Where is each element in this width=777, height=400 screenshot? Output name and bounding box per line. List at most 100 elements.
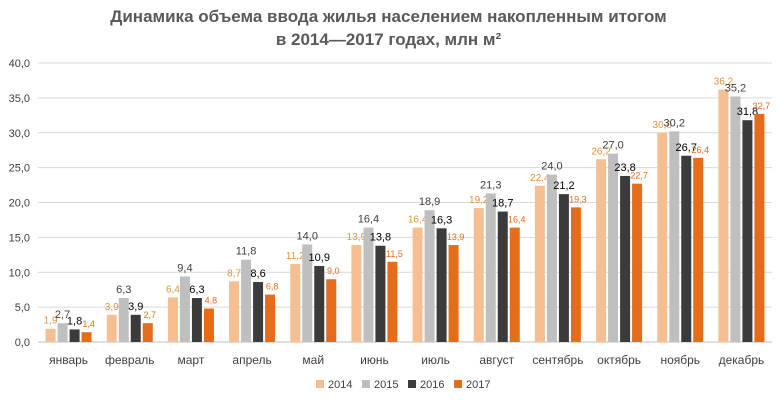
data-label-2016: 21,2 [553,180,574,192]
data-label-2017: 2,7 [143,310,156,320]
legend-label-2017: 2017 [466,379,490,391]
data-label-2015: 6,3 [116,284,131,296]
data-label-2016: 26,7 [676,142,697,154]
data-label-2016: 1,8 [67,315,82,327]
bar-2017 [265,294,276,342]
data-label-2017: 4,8 [205,296,218,306]
chart-subtitle: в 2014—2017 годах, млн м² [275,30,502,49]
data-label-2016: 23,8 [614,162,635,174]
x-tick-label: апрель [232,353,271,367]
data-label-2017: 19,3 [569,194,587,204]
bar-2015 [118,298,129,342]
bar-2016 [436,228,447,342]
data-label-2016: 8,6 [250,268,265,280]
data-label-2015: 30,2 [664,117,685,129]
legend-label-2015: 2015 [374,379,398,391]
data-label-2017: 13,9 [447,232,465,242]
legend-swatch-2016 [408,380,416,388]
bar-2014 [351,245,362,342]
data-label-2014: 1,9 [44,316,58,327]
y-tick-label: 35,0 [9,93,30,105]
bar-2016 [620,175,631,342]
data-label-2014: 30,0 [653,120,673,131]
bar-2015 [363,227,374,342]
bar-2014 [596,159,607,342]
bar-2014 [167,297,178,342]
data-label-2016: 6,3 [189,284,204,296]
bar-2015 [241,259,252,342]
data-label-2015: 35,2 [725,82,746,94]
bar-2015 [424,210,435,342]
bar-2016 [69,329,80,342]
x-tick-label: январь [49,353,88,367]
data-label-2015: 18,9 [419,196,440,208]
data-label-2016: 13,8 [370,232,391,244]
chart-title: Динамика объема ввода жилья населением н… [110,7,667,26]
bar-2015 [485,193,496,342]
bar-2014 [290,263,301,342]
y-tick-label: 40,0 [9,58,30,70]
data-label-2017: 9,0 [327,266,340,276]
data-label-2014: 22,4 [530,173,550,184]
data-label-2014: 36,2 [714,77,734,88]
bar-2017 [142,323,153,342]
data-label-2016: 3,9 [128,301,143,313]
data-label-2016: 18,7 [492,198,513,210]
x-tick-label: февраль [105,353,155,367]
bar-2016 [497,211,508,342]
data-label-2015: 16,4 [358,214,379,226]
bar-2014 [229,281,240,342]
bar-2015 [730,96,741,342]
x-tick-label: декабрь [719,353,765,367]
data-label-2016: 10,9 [309,252,330,264]
data-label-2015: 9,4 [177,262,192,274]
data-label-2014: 3,9 [105,302,119,313]
bar-2014 [473,208,484,342]
data-label-2014: 16,4 [408,215,428,226]
bar-2014 [106,314,117,342]
bar-2017 [448,245,459,342]
y-tick-label: 5,0 [15,302,30,314]
bar-2017 [509,227,520,342]
bar-2016 [681,155,692,342]
bar-2014 [412,227,423,342]
data-label-2015: 14,0 [297,230,318,242]
x-tick-label: июнь [360,353,389,367]
x-tick-label: сентябрь [532,353,583,367]
data-label-2015: 11,8 [236,246,257,258]
bar-2014 [45,328,56,342]
bar-2015 [546,174,557,342]
data-label-2016: 31,8 [737,106,758,118]
bar-2015 [608,153,619,342]
y-tick-label: 15,0 [9,232,30,244]
bar-2016 [375,245,386,342]
bar-2017 [693,157,704,342]
x-tick-label: ноябрь [660,353,700,367]
bar-2016 [742,120,753,342]
data-label-2014: 6,4 [166,284,180,295]
y-tick-label: 30,0 [9,128,30,140]
bar-2015 [302,244,313,342]
data-label-2017: 26,4 [691,145,709,155]
legend-swatch-2015 [362,380,370,388]
bar-2017 [203,308,214,342]
bar-2016 [130,314,141,342]
data-label-2017: 6,8 [266,282,279,292]
bar-2016 [558,194,569,342]
legend-label-2016: 2016 [420,379,444,391]
data-label-2017: 22,7 [630,171,648,181]
data-label-2014: 11,2 [286,251,305,262]
bar-2014 [657,132,668,342]
data-label-2017: 32,7 [753,101,771,111]
bar-2017 [81,332,92,342]
data-label-2014: 8,7 [227,268,241,279]
data-label-2015: 24,0 [541,161,562,173]
bar-2017 [387,261,398,342]
y-tick-label: 10,0 [9,267,30,279]
x-tick-label: май [302,353,324,367]
bar-2017 [570,207,581,342]
bar-2016 [314,265,325,342]
y-tick-label: 0,0 [15,337,30,349]
x-tick-label: март [177,353,204,367]
